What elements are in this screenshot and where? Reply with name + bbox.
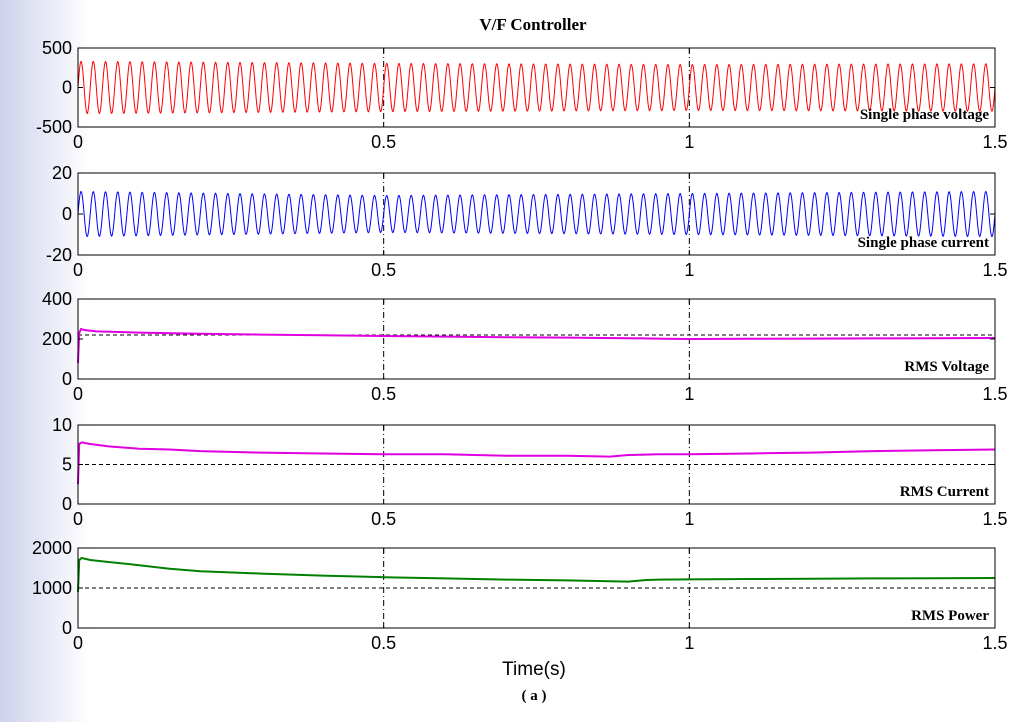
x-tick-label: 1.5 bbox=[982, 509, 1007, 529]
x-tick-label: 1.5 bbox=[982, 132, 1007, 152]
background-strip bbox=[0, 0, 90, 722]
y-tick-label: 400 bbox=[42, 289, 72, 309]
panel-annotation: Single phase current bbox=[858, 235, 989, 251]
series-line bbox=[77, 327, 996, 364]
panel-annotation: Single phase voltage bbox=[860, 107, 990, 123]
x-tick-label: 1.5 bbox=[982, 633, 1007, 653]
series-line bbox=[77, 60, 996, 115]
x-tick-label: 1.5 bbox=[982, 384, 1007, 404]
subplot-3: 0 0.5 1 1.5 0 200 400 RMS Voltage bbox=[42, 289, 1008, 404]
y-tick-label: 2000 bbox=[32, 538, 72, 558]
x-tick-label: 0 bbox=[73, 132, 83, 152]
series-line bbox=[77, 190, 996, 238]
x-tick-label: 0 bbox=[73, 633, 83, 653]
y-tick-label: 0 bbox=[62, 78, 72, 98]
y-tick-label: 0 bbox=[62, 494, 72, 514]
x-tick-label: 1 bbox=[684, 132, 694, 152]
x-tick-label: 0.5 bbox=[371, 384, 396, 404]
series-line bbox=[77, 441, 996, 485]
y-tick-label: 200 bbox=[42, 329, 72, 349]
y-tick-label: 1000 bbox=[32, 578, 72, 598]
y-tick-label: 500 bbox=[42, 38, 72, 58]
subplot-5: 0 0.5 1 1.5 0 1000 2000 RMS Power bbox=[32, 538, 1008, 653]
x-tick-label: 0.5 bbox=[371, 509, 396, 529]
x-tick-label: 1 bbox=[684, 509, 694, 529]
y-tick-label: 5 bbox=[62, 455, 72, 475]
x-tick-label: 0.5 bbox=[371, 132, 396, 152]
figure-caption: ( a ) bbox=[522, 688, 547, 704]
x-tick-label: 0 bbox=[73, 260, 83, 280]
y-tick-label: -500 bbox=[36, 117, 72, 137]
x-tick-label: 0 bbox=[73, 509, 83, 529]
y-tick-label: 10 bbox=[52, 415, 72, 435]
series-line bbox=[77, 556, 996, 593]
y-tick-label: 0 bbox=[62, 618, 72, 638]
y-tick-label: -20 bbox=[46, 245, 72, 265]
x-tick-label: 1.5 bbox=[982, 260, 1007, 280]
x-tick-label: 1 bbox=[684, 384, 694, 404]
x-tick-label: 0.5 bbox=[371, 260, 396, 280]
figure-title: V/F Controller bbox=[479, 15, 587, 34]
x-tick-label: 0.5 bbox=[371, 633, 396, 653]
x-tick-label: 1 bbox=[684, 260, 694, 280]
y-tick-label: 0 bbox=[62, 369, 72, 389]
y-tick-label: 0 bbox=[62, 204, 72, 224]
panel-annotation: RMS Power bbox=[911, 608, 989, 624]
y-tick-label: 20 bbox=[52, 163, 72, 183]
x-tick-label: 1 bbox=[684, 633, 694, 653]
panel-annotation: RMS Current bbox=[900, 484, 989, 500]
panel-annotation: RMS Voltage bbox=[904, 359, 989, 375]
subplot-4: 0 0.5 1 1.5 0 5 10 RMS Current bbox=[52, 415, 1008, 529]
x-axis-label: Time(s) bbox=[502, 659, 566, 680]
x-tick-label: 0 bbox=[73, 384, 83, 404]
